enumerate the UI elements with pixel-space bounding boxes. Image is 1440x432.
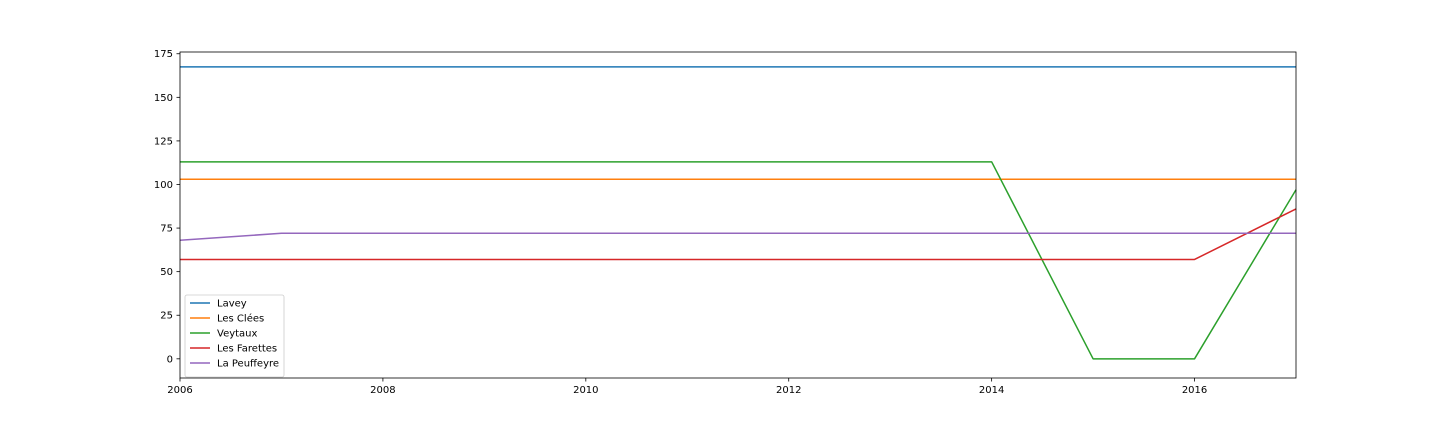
- y-tick-label: 100: [154, 180, 173, 191]
- plot-frame: [179, 51, 1297, 379]
- legend-label: La Peuffeyre: [217, 359, 279, 370]
- legend-label: Lavey: [217, 299, 247, 310]
- y-tick-label: 125: [154, 136, 173, 147]
- y-tick-label: 75: [160, 224, 173, 235]
- series-line-la-peuffeyre: [179, 232, 1296, 242]
- x-tick-label: 2016: [1182, 385, 1207, 396]
- plot-lines: [179, 66, 1297, 360]
- legend-label: Les Clées: [217, 313, 264, 325]
- x-tick-label: 2012: [776, 385, 801, 396]
- series-line-veytaux: [180, 161, 1297, 360]
- legend-label: Veytaux: [217, 329, 258, 340]
- legend: Lavey Les Clées Veytaux Les Farettes La Peuf…: [184, 294, 285, 378]
- y-tick-label: 0: [167, 354, 173, 365]
- legend-box: [184, 294, 285, 378]
- x-tick-label: 2008: [370, 385, 395, 396]
- x-axis: 2006 2008 2010 2012 2014 2016: [167, 378, 1207, 396]
- x-tick-label: 2006: [167, 385, 192, 396]
- y-tick-label: 50: [160, 267, 173, 278]
- legend-label: Les Farettes: [217, 344, 277, 355]
- y-tick-label: 25: [160, 311, 173, 322]
- x-tick-label: 2014: [979, 385, 1004, 396]
- y-tick-label: 150: [154, 93, 173, 104]
- y-axis: 0 25 50 75 100 125 150 175: [154, 49, 180, 365]
- x-tick-label: 2010: [573, 385, 598, 396]
- y-tick-label: 175: [154, 49, 173, 60]
- series-line-les-farettes: [180, 208, 1297, 261]
